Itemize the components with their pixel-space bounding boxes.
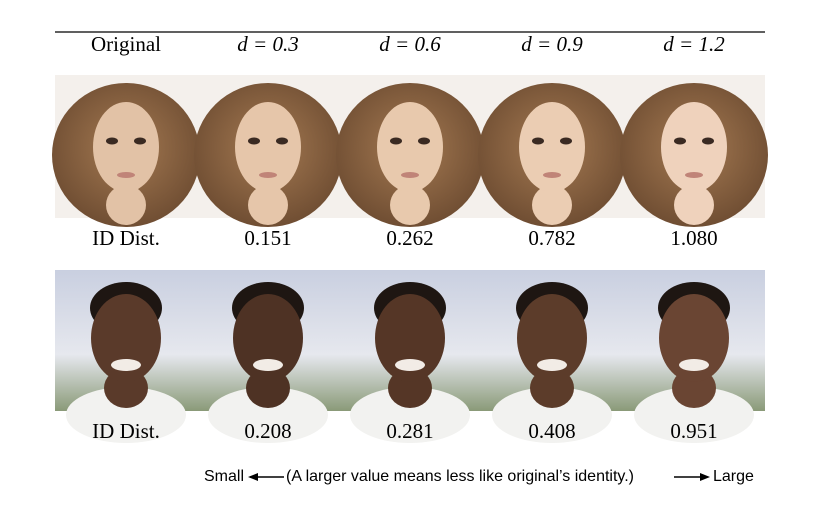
eye [276,137,288,145]
column-header: d = 0.9 [521,32,583,56]
face [517,294,587,382]
note-left: Small [204,468,244,485]
mouth [543,172,561,178]
column-header: d = 0.3 [237,32,298,56]
mouth [253,359,283,371]
face [519,102,585,192]
face [233,294,303,382]
column-header: d = 1.2 [663,32,725,56]
column-header: Original [91,32,161,56]
neck [532,185,572,225]
note-text: (A larger value means less like original… [286,468,634,485]
arrow-right-head [700,473,710,481]
mouth [685,172,703,178]
mouth [537,359,567,371]
mouth [259,172,277,178]
id-distance: 0.262 [386,226,433,250]
id-distance: 0.782 [528,226,575,250]
id-distance: 1.080 [670,226,717,250]
mouth [401,172,419,178]
shirt [634,387,754,443]
arrow-left-head [248,473,258,481]
eye [418,137,430,145]
id-distance: 0.408 [528,419,575,443]
image-row [55,270,765,443]
face [235,102,301,192]
row-label: ID Dist. [92,419,160,443]
eye [532,137,544,145]
eye [390,137,402,145]
neck [248,185,288,225]
face [661,102,727,192]
face [375,294,445,382]
eye [674,137,686,145]
shirt [350,387,470,443]
id-distance: 0.208 [244,419,291,443]
mouth [117,172,135,178]
mouth [679,359,709,371]
column-header: d = 0.6 [379,32,441,56]
eye [702,137,714,145]
mouth [395,359,425,371]
eye [106,137,118,145]
mouth [111,359,141,371]
neck [390,185,430,225]
shirt [208,387,328,443]
face [93,102,159,192]
note-right: Large [713,468,754,485]
shirt [492,387,612,443]
face [91,294,161,382]
id-distance: 0.281 [386,419,433,443]
eye [560,137,572,145]
face [377,102,443,192]
row-label: ID Dist. [92,226,160,250]
eye [248,137,260,145]
face [659,294,729,382]
id-distance: 0.151 [244,226,291,250]
note: Small (A larger value means less like or… [204,468,754,485]
id-distance: 0.951 [670,419,717,443]
neck [106,185,146,225]
eye [134,137,146,145]
neck [674,185,714,225]
shirt [66,387,186,443]
image-row [52,75,768,227]
